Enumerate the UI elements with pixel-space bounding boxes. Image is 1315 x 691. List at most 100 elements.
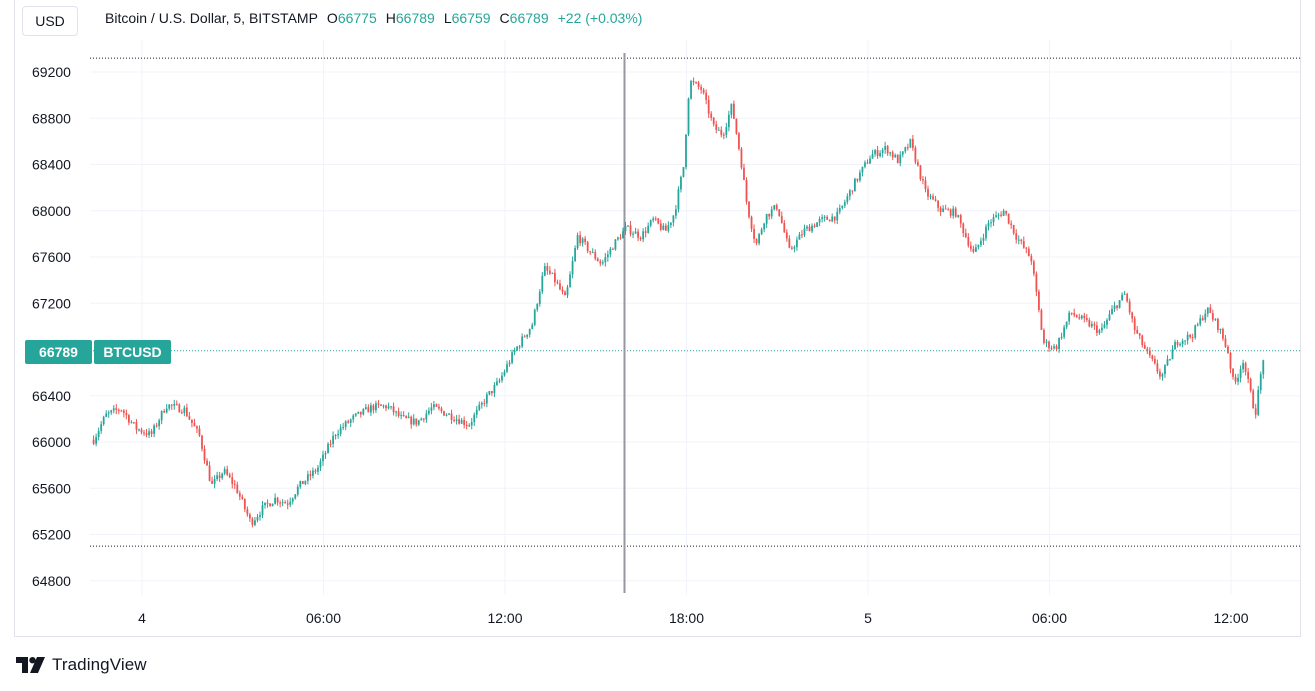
candle-body xyxy=(1005,210,1008,214)
candle xyxy=(929,193,932,200)
candle-body xyxy=(248,514,251,519)
candle xyxy=(617,236,619,241)
candle-body xyxy=(622,231,624,239)
candle-body xyxy=(1093,324,1096,326)
candle-body xyxy=(168,404,171,409)
candle-body xyxy=(528,328,531,335)
candle xyxy=(1136,326,1139,335)
candle-body xyxy=(606,254,609,258)
candle-body xyxy=(624,226,627,232)
candle xyxy=(841,205,844,210)
candle xyxy=(400,411,403,420)
candle-body xyxy=(306,474,309,481)
candle xyxy=(639,236,642,242)
currency-button[interactable]: USD xyxy=(22,6,78,36)
candle-body xyxy=(400,415,403,417)
candle xyxy=(1161,372,1164,381)
candle xyxy=(143,429,145,437)
candle-body xyxy=(357,411,360,414)
candle xyxy=(216,471,219,482)
candle-body xyxy=(841,205,844,208)
candle xyxy=(922,175,924,185)
candle-body xyxy=(420,418,423,421)
candle xyxy=(208,461,211,482)
candle xyxy=(92,435,95,446)
candle xyxy=(1000,211,1002,218)
candle-body xyxy=(317,467,319,472)
candle xyxy=(1191,333,1194,343)
candle xyxy=(1143,341,1146,350)
candle-body xyxy=(120,410,123,412)
candle-body xyxy=(790,247,793,249)
candle xyxy=(546,262,549,275)
candle-body xyxy=(92,439,95,444)
candle xyxy=(198,425,201,437)
symbol-legend[interactable]: Bitcoin / U.S. Dollar, 5, BITSTAMP O66775… xyxy=(105,10,642,26)
candle xyxy=(1090,321,1093,329)
candle-body xyxy=(1075,315,1078,318)
price-axis[interactable]: 69200 68800 68400 68000 67600 67200 66400 66000… xyxy=(32,64,71,589)
time-axis[interactable]: 4 06:00 12:00 18:00 5 06:00 12:00 xyxy=(138,610,1249,626)
chart-frame xyxy=(14,0,1301,637)
last-price-value: 66789 xyxy=(39,344,78,360)
candle xyxy=(425,409,428,423)
candle-body xyxy=(1055,346,1058,349)
candle-body xyxy=(997,214,1000,216)
candle xyxy=(1259,371,1262,394)
candle xyxy=(1010,220,1013,229)
candle xyxy=(543,262,546,277)
candle-body xyxy=(682,167,685,177)
candle xyxy=(1209,304,1212,314)
candle-body xyxy=(281,502,284,504)
candle-body xyxy=(506,364,508,372)
candle xyxy=(680,175,682,193)
candle-body xyxy=(1080,315,1083,319)
candle-body xyxy=(609,248,612,255)
candle xyxy=(254,516,256,527)
candle-body xyxy=(433,404,435,408)
candle-body xyxy=(1148,350,1151,356)
candle xyxy=(801,230,803,239)
candle xyxy=(1038,289,1040,313)
candle xyxy=(496,377,498,386)
candle-body xyxy=(974,247,977,252)
candle xyxy=(362,408,365,416)
candle xyxy=(1239,365,1242,383)
candle-body xyxy=(269,503,271,507)
candle-body xyxy=(823,216,826,218)
high-value: 66789 xyxy=(395,10,435,26)
candle-body xyxy=(274,497,276,504)
candle xyxy=(1083,312,1086,323)
candle xyxy=(551,272,554,275)
tradingview-branding[interactable]: TradingView xyxy=(16,654,147,676)
candle xyxy=(531,322,534,330)
candle xyxy=(256,513,259,523)
candle-body xyxy=(488,391,491,395)
candle xyxy=(717,126,720,131)
candle xyxy=(223,466,226,476)
candle xyxy=(105,410,108,418)
candle xyxy=(269,502,271,507)
candle xyxy=(228,472,231,479)
candlestick-chart[interactable]: 69200 68800 68400 68000 67600 67200 66400 66000… xyxy=(0,0,1315,637)
candle xyxy=(410,415,413,429)
candle xyxy=(848,188,851,201)
candle-body xyxy=(1159,371,1161,377)
candle xyxy=(473,412,476,427)
candle-body xyxy=(188,416,191,420)
candle-body xyxy=(1068,312,1071,322)
candle xyxy=(1194,324,1197,340)
candle xyxy=(763,222,766,233)
candle xyxy=(1017,235,1020,245)
candle xyxy=(266,499,269,508)
candle-body xyxy=(1101,327,1103,331)
candle xyxy=(564,290,566,296)
candle xyxy=(1106,318,1108,329)
candle xyxy=(874,148,876,157)
candle-body xyxy=(165,408,168,413)
candle xyxy=(579,231,582,247)
candle xyxy=(448,413,450,416)
candle xyxy=(735,118,738,135)
candle xyxy=(390,406,392,410)
candle xyxy=(357,411,360,415)
